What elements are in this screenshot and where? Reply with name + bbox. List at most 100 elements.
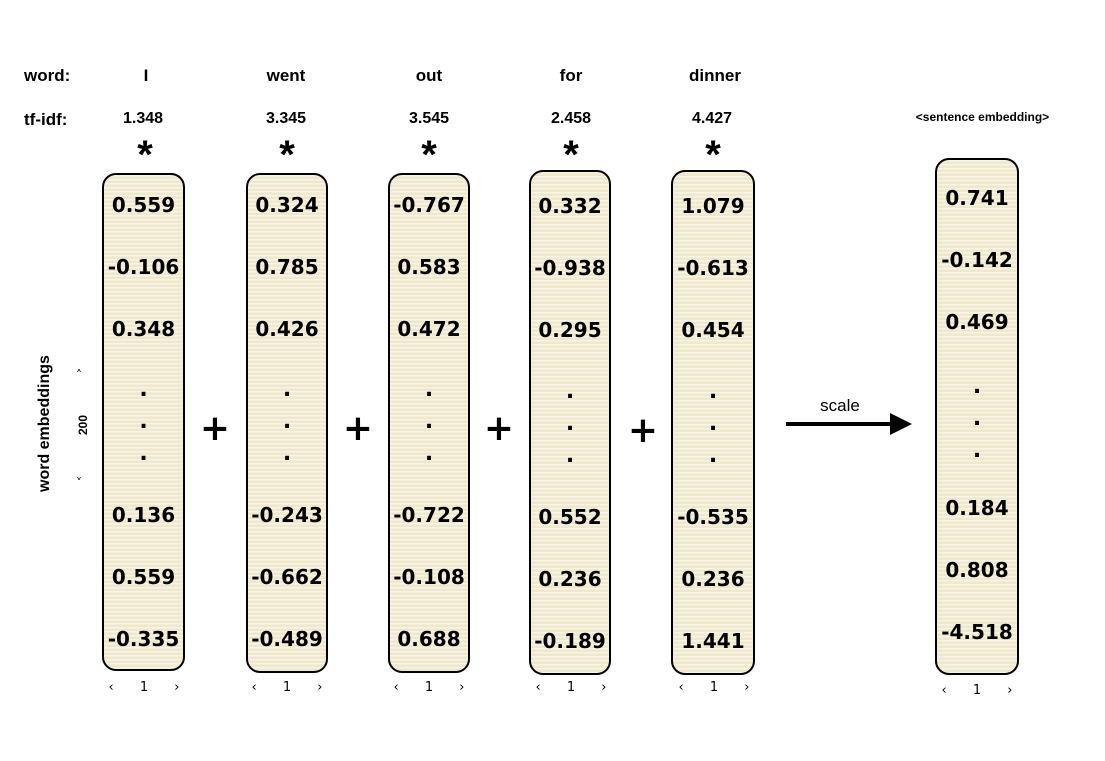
ellipsis-dot: . xyxy=(282,409,292,434)
right-caret-icon: › xyxy=(601,680,607,695)
left-caret-icon: ‹ xyxy=(941,683,947,698)
word-label-for: for xyxy=(559,66,583,85)
vector-value: -0.767 xyxy=(393,193,465,217)
word-vector-dinner: 1.079 -0.613 0.454 . . . -0.535 0.236 1.… xyxy=(671,170,755,675)
ellipsis-dot: . xyxy=(565,411,575,436)
vector-width-label: 1 xyxy=(282,680,292,695)
vector-value: 1.079 xyxy=(681,194,745,218)
vector-value: -0.106 xyxy=(107,255,180,279)
left-caret-icon: ‹ xyxy=(251,680,257,695)
ellipsis-dot: . xyxy=(424,409,434,434)
right-caret-icon: › xyxy=(459,680,465,695)
vector-width-marker: ‹ 1 › xyxy=(384,680,474,695)
left-caret-icon: ‹ xyxy=(678,680,684,695)
multiply-star-out: * xyxy=(421,133,437,177)
vector-value: 0.583 xyxy=(397,255,461,279)
left-caret-icon: ‹ xyxy=(393,680,399,695)
tfidf-row-label: tf-idf: xyxy=(24,110,68,129)
vector-value: -0.489 xyxy=(251,627,323,651)
ellipsis-dot: . xyxy=(282,377,292,402)
vector-value: 0.236 xyxy=(538,567,602,591)
vector-width-label: 1 xyxy=(709,680,719,695)
vector-width-label: 1 xyxy=(972,683,982,698)
scale-label: scale xyxy=(820,396,860,415)
vector-value: 0.295 xyxy=(538,318,602,342)
vector-value: -0.142 xyxy=(941,248,1013,272)
vector-value: 0.741 xyxy=(945,186,1009,210)
right-caret-icon: › xyxy=(744,680,750,695)
tfidf-value-for: 2.458 xyxy=(550,110,592,127)
vector-width-marker: ‹ 1 › xyxy=(526,680,616,695)
multiply-star-for: * xyxy=(563,133,579,177)
vector-width-marker: ‹ 1 › xyxy=(99,680,189,695)
vector-value: 0.469 xyxy=(945,310,1009,334)
vector-width-label: 1 xyxy=(424,680,434,695)
ellipsis-dot: . xyxy=(708,411,718,436)
word-label-dinner: dinner xyxy=(689,66,741,85)
plus-sign: + xyxy=(342,408,374,449)
ellipsis-dot: . xyxy=(139,409,148,434)
vector-width-label: 1 xyxy=(566,680,576,695)
vector-value: 0.454 xyxy=(681,318,745,342)
left-caret-icon: ‹ xyxy=(535,680,541,695)
vector-value: 0.324 xyxy=(255,193,319,217)
ellipsis-dot: . xyxy=(708,443,718,468)
multiply-star-went: * xyxy=(279,133,295,177)
vector-value: -0.722 xyxy=(393,503,465,527)
right-caret-icon: › xyxy=(174,680,180,695)
vector-width-marker: ‹ 1 › xyxy=(932,683,1022,698)
vector-value: 0.808 xyxy=(945,558,1009,582)
word-vector-for: 0.332 -0.938 0.295 . . . 0.552 0.236 -0.… xyxy=(529,170,611,675)
word-vector-i: 0.559 -0.106 0.348 . . . 0.136 0.559 -0.… xyxy=(102,173,185,671)
multiply-star-dinner: * xyxy=(705,133,721,177)
vector-value: 0.184 xyxy=(945,496,1009,520)
dimension-up-caret: ˄ xyxy=(76,368,82,382)
ellipsis-dot: . xyxy=(139,441,148,466)
vector-width-marker: ‹ 1 › xyxy=(669,680,759,695)
vector-value: -0.243 xyxy=(251,503,323,527)
vector-value: 0.552 xyxy=(538,505,602,529)
ellipsis-dot: . xyxy=(424,377,434,402)
dimension-down-caret: ˅ xyxy=(76,476,82,490)
ellipsis-dot: . xyxy=(972,438,982,463)
vector-value: -0.335 xyxy=(107,627,180,651)
tfidf-value-out: 3.545 xyxy=(408,110,450,127)
vector-value: -0.613 xyxy=(677,256,749,280)
vector-value: 0.559 xyxy=(111,565,176,589)
vector-width-label: 1 xyxy=(139,680,149,695)
vector-value: 0.688 xyxy=(397,627,461,651)
left-caret-icon: ‹ xyxy=(108,680,114,695)
sentence-embedding-vector: 0.741 -0.142 0.469 . . . 0.184 0.808 -4.… xyxy=(935,158,1019,675)
plus-sign: + xyxy=(483,408,515,449)
ellipsis-dot: . xyxy=(972,406,982,431)
word-vector-went: 0.324 0.785 0.426 . . . -0.243 -0.662 -0… xyxy=(246,173,328,673)
word-row-label: word: xyxy=(24,66,71,85)
scale-arrow-icon xyxy=(786,413,912,435)
word-label-went: went xyxy=(266,66,306,85)
vector-value: -4.518 xyxy=(941,620,1013,644)
vector-value: -0.108 xyxy=(393,565,465,589)
plus-sign: + xyxy=(627,410,659,451)
word-embeddings-label: word embeddings xyxy=(36,355,53,492)
vector-value: 0.136 xyxy=(111,503,176,527)
right-caret-icon: › xyxy=(1007,683,1013,698)
ellipsis-dot: . xyxy=(565,379,575,404)
vector-width-marker: ‹ 1 › xyxy=(242,680,332,695)
ellipsis-dot: . xyxy=(972,374,982,399)
vector-value: 0.785 xyxy=(255,255,319,279)
tfidf-value-went: 3.345 xyxy=(265,110,307,127)
tfidf-value-i: 1.348 xyxy=(122,110,164,127)
vector-value: 0.559 xyxy=(111,193,176,217)
ellipsis-dot: . xyxy=(282,441,292,466)
vector-value: -0.189 xyxy=(534,629,606,653)
vector-value: 0.472 xyxy=(397,317,461,341)
vector-value: 0.236 xyxy=(681,567,745,591)
word-label-i: I xyxy=(143,66,149,85)
plus-sign: + xyxy=(199,408,231,449)
dimension-label: 200 xyxy=(76,414,90,436)
ellipsis-dot: . xyxy=(139,377,148,402)
multiply-star-i: * xyxy=(137,133,153,177)
word-vector-out: -0.767 0.583 0.472 . . . -0.722 -0.108 0… xyxy=(388,173,470,673)
ellipsis-dot: . xyxy=(424,441,434,466)
word-label-out: out xyxy=(415,66,443,85)
